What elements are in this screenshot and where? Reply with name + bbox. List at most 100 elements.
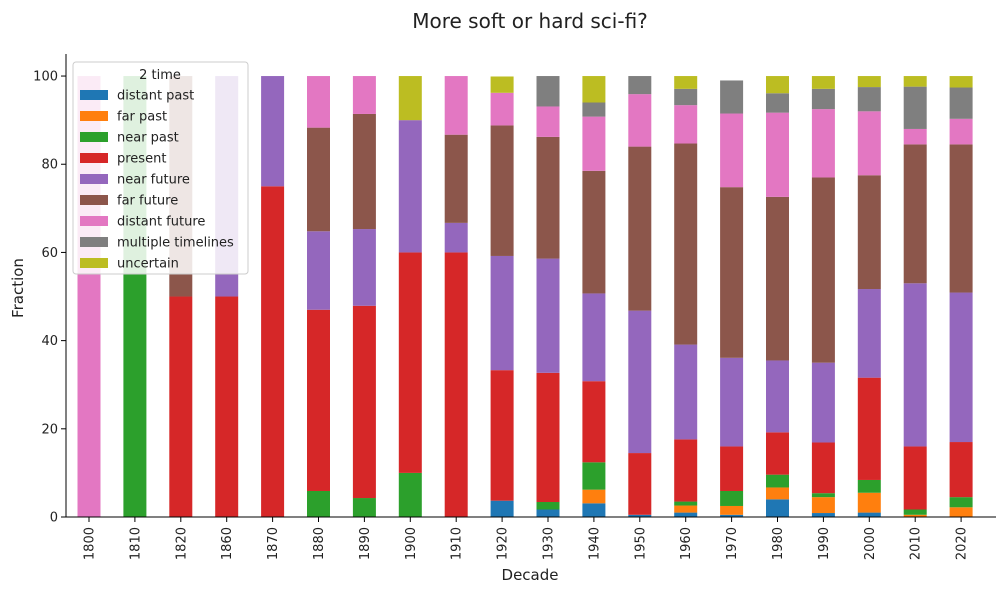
- x-tick-label: 1960: [679, 527, 694, 560]
- x-tick-label: 1920: [496, 527, 511, 560]
- bar-segment-1880-distant-future: [307, 76, 330, 128]
- bar-segment-2010-uncertain: [903, 76, 927, 87]
- legend-swatch-uncertain: [80, 258, 108, 268]
- x-tick-label: 1900: [404, 527, 419, 560]
- legend-swatch-present: [80, 153, 108, 163]
- bar-segment-1920-uncertain: [490, 76, 514, 93]
- legend-label-uncertain: uncertain: [117, 257, 179, 272]
- x-tick-label: 1940: [587, 527, 602, 560]
- bar-segment-2020-far-past: [949, 507, 973, 517]
- x-tick-label: 1970: [725, 527, 740, 560]
- bar-segment-1960-distant-past: [674, 512, 698, 517]
- x-tick-label: 2020: [955, 527, 970, 560]
- bar-segment-1940-distant-past: [582, 503, 606, 517]
- axes-group: [65, 54, 996, 518]
- legend-label-distant-future: distant future: [117, 215, 205, 230]
- bar-segment-2000-multiple-timelines: [857, 87, 881, 112]
- bar-segment-1980-present: [766, 432, 789, 475]
- x-tick-label: 1980: [771, 527, 786, 560]
- x-tick-label: 1860: [220, 527, 235, 560]
- bar-segment-1950-present: [628, 453, 652, 515]
- y-tick-label: 60: [41, 246, 58, 261]
- bar-segment-2020-near-future: [949, 292, 973, 443]
- bar-segment-1990-far-past: [811, 497, 835, 514]
- bar-segment-2000-far-future: [857, 175, 881, 290]
- bar-segment-1970-near-future: [720, 357, 744, 447]
- bar-segment-1960-present: [674, 439, 698, 502]
- bar-segment-1970-distant-future: [720, 113, 744, 188]
- bar-segment-2000-near-past: [857, 479, 881, 493]
- bar-segment-1910-present: [444, 252, 468, 517]
- bar-segment-1960-far-past: [674, 505, 698, 513]
- bar-segment-1950-multiple-timelines: [628, 76, 652, 95]
- bar-segment-1990-distant-future: [811, 109, 835, 178]
- legend-label-multiple-timelines: multiple timelines: [117, 236, 234, 251]
- bar-segment-1990-distant-past: [811, 513, 835, 517]
- bar-segment-1900-near-past: [398, 472, 422, 517]
- bar-segment-2010-far-past: [903, 514, 927, 517]
- bar-segment-1920-far-future: [490, 125, 514, 256]
- x-tick-label: 1800: [83, 527, 98, 560]
- bar-segment-2010-far-future: [903, 144, 927, 284]
- bar-segment-1930-near-future: [536, 258, 560, 373]
- bar-segment-1960-near-past: [674, 501, 698, 506]
- legend-label-near-past: near past: [117, 131, 179, 146]
- y-axis-label: Fraction: [9, 258, 27, 318]
- bar-segment-2010-near-future: [903, 283, 927, 447]
- bar-segment-2000-distant-past: [857, 512, 881, 517]
- bar-segment-2020-multiple-timelines: [949, 87, 973, 119]
- bar-segment-1940-present: [582, 381, 606, 463]
- bar-segment-1970-near-past: [720, 490, 744, 506]
- bar-segment-2010-present: [903, 446, 927, 510]
- legend-title: 2 time: [139, 68, 181, 83]
- bar-segment-2000-far-past: [857, 492, 881, 513]
- bar-segment-1940-near-past: [582, 462, 606, 490]
- legend-label-far-past: far past: [117, 110, 167, 125]
- bar-segment-1890-near-future: [352, 229, 376, 306]
- bar-segment-1930-far-future: [536, 136, 560, 259]
- bar-segment-1960-far-future: [674, 143, 698, 345]
- bar-segment-1980-uncertain: [766, 76, 789, 94]
- bar-segment-1970-far-past: [720, 505, 744, 515]
- bar-segment-1880-near-past: [307, 490, 330, 517]
- bar-segment-2020-distant-future: [949, 118, 973, 145]
- bar-segment-1990-far-future: [811, 177, 835, 363]
- bar-segment-1890-far-future: [352, 113, 376, 230]
- bar-segment-1950-near-future: [628, 310, 652, 454]
- bar-segment-2000-present: [857, 377, 881, 480]
- bar-segment-2010-distant-future: [903, 128, 927, 145]
- bar-segment-2010-multiple-timelines: [903, 86, 927, 129]
- legend-swatch-near-past: [80, 132, 108, 142]
- legend-swatch-distant-future: [80, 216, 108, 226]
- bar-segment-1910-far-future: [444, 134, 468, 223]
- legend-swatch-far-future: [80, 195, 108, 205]
- bar-segment-1940-uncertain: [582, 76, 606, 103]
- legend-swatch-near-future: [80, 174, 108, 184]
- y-tick-label: 100: [33, 70, 58, 85]
- y-tick-label: 80: [41, 158, 58, 173]
- bar-segment-1930-near-past: [536, 502, 560, 510]
- bar-segment-2000-near-future: [857, 289, 881, 378]
- bar-segment-1960-uncertain: [674, 76, 698, 89]
- bar-segment-2020-uncertain: [949, 76, 973, 88]
- bar-segment-1920-distant-past: [490, 500, 514, 517]
- bar-segment-1920-distant-future: [490, 92, 514, 126]
- legend-label-present: present: [117, 152, 166, 167]
- bar-segment-1820-present: [169, 296, 193, 517]
- bar-segment-1910-near-future: [444, 222, 468, 253]
- bar-segment-1980-near-future: [766, 360, 789, 433]
- bar-segment-1980-near-past: [766, 474, 789, 488]
- bar-segment-1940-multiple-timelines: [582, 102, 606, 117]
- bar-segment-1950-distant-future: [628, 94, 652, 147]
- legend-items: distant past far past near past present near…: [80, 89, 234, 272]
- x-tick-label: 1820: [174, 527, 189, 560]
- x-tick-label: 1810: [128, 527, 143, 560]
- x-tick-label: 1990: [817, 527, 832, 560]
- bar-segment-2000-uncertain: [857, 76, 881, 88]
- bar-segment-1980-multiple-timelines: [766, 93, 789, 113]
- bar-segment-1990-uncertain: [811, 76, 835, 89]
- bar-segment-1890-present: [352, 305, 376, 499]
- legend-label-far-future: far future: [117, 194, 178, 209]
- bar-segment-1900-present: [398, 252, 422, 473]
